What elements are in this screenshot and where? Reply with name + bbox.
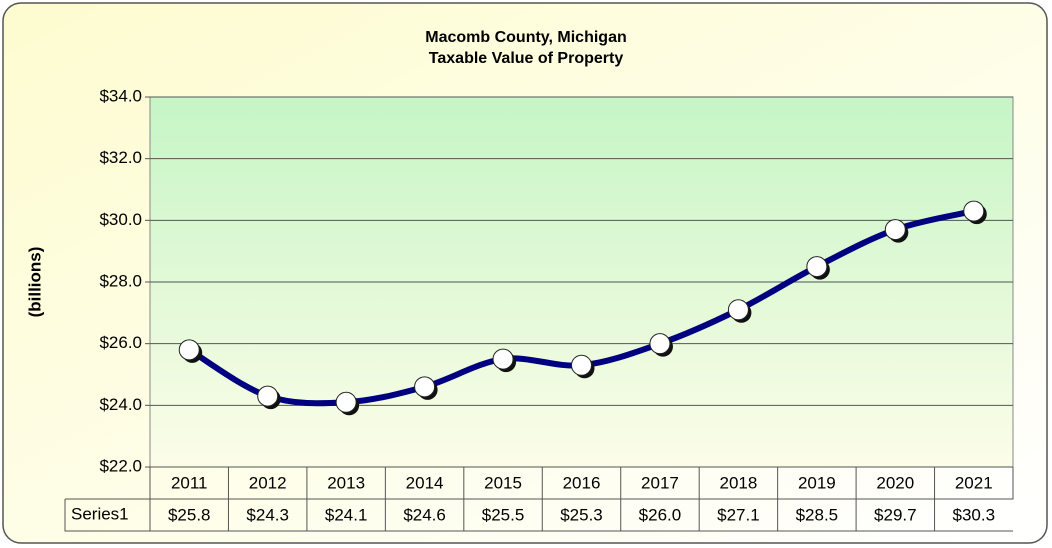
marker	[257, 385, 279, 407]
chart-title: Macomb County, Michigan	[425, 29, 626, 46]
y-tick-label: $32.0	[99, 148, 142, 167]
marker	[963, 200, 985, 222]
x-tick-label: 2012	[249, 473, 287, 492]
marker	[178, 339, 200, 361]
y-tick-label: $26.0	[99, 333, 142, 352]
x-tick-label: 2021	[955, 473, 993, 492]
marker	[335, 391, 357, 413]
table-value: $28.5	[796, 505, 839, 524]
y-tick-label: $24.0	[99, 395, 142, 414]
table-value: $27.1	[717, 505, 760, 524]
marker	[649, 333, 671, 355]
x-tick-label: 2020	[876, 473, 914, 492]
table-value: $24.6	[403, 505, 446, 524]
marker	[806, 256, 828, 278]
y-tick-label: $28.0	[99, 271, 142, 290]
x-tick-label: 2017	[641, 473, 679, 492]
table-value: $29.7	[874, 505, 917, 524]
table-value: $25.3	[560, 505, 603, 524]
x-tick-label: 2018	[719, 473, 757, 492]
marker	[727, 299, 749, 321]
table-grid	[64, 467, 1014, 532]
x-tick-label: 2016	[563, 473, 601, 492]
x-tick-label: 2013	[327, 473, 365, 492]
y-tick-label: $22.0	[99, 456, 142, 475]
marker	[571, 354, 592, 376]
x-tick-label: 2014	[406, 473, 444, 492]
table-value: $24.3	[246, 505, 289, 524]
x-tick-label: 2011	[171, 473, 208, 492]
y-tick-label: $30.0	[99, 210, 142, 229]
table-series-name: Series1	[71, 504, 129, 523]
table-value: $30.3	[952, 505, 995, 524]
table-value: $25.8	[168, 505, 211, 524]
table-value: $24.1	[325, 505, 368, 524]
table-value: $26.0	[639, 505, 682, 524]
y-axis-title: (billions)	[25, 247, 44, 318]
chart-subtitle: Taxable Value of Property	[429, 50, 624, 67]
x-tick-label: 2015	[484, 473, 522, 492]
marker	[884, 219, 906, 241]
marker	[414, 376, 436, 398]
marker	[492, 348, 514, 370]
x-tick-label: 2019	[798, 473, 836, 492]
table-value: $25.5	[482, 505, 525, 524]
y-tick-label: $34.0	[99, 86, 142, 105]
